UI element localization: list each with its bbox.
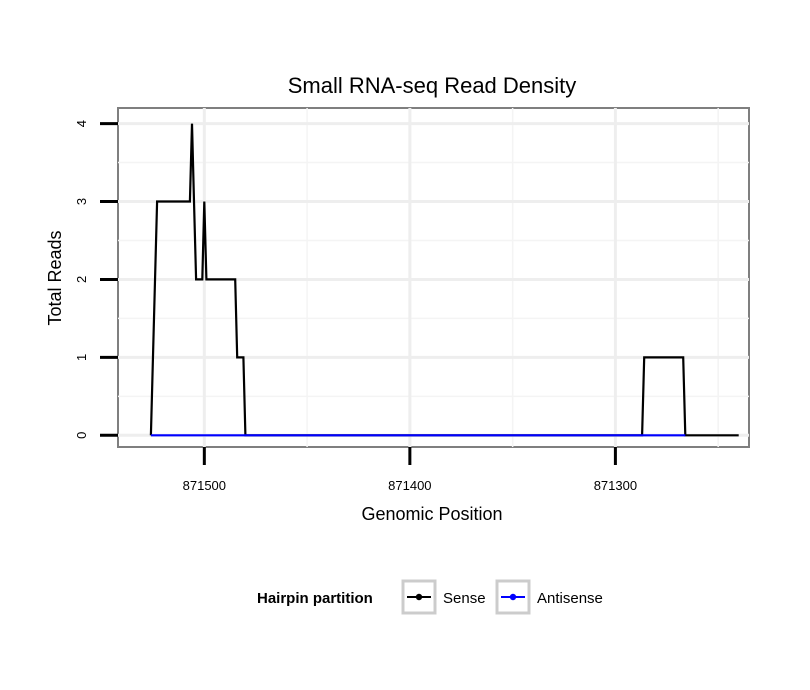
- x-tick-label: 871300: [594, 478, 637, 493]
- x-tick-label: 871400: [388, 478, 431, 493]
- y-tick-label: 1: [74, 354, 89, 361]
- x-tick-label: 871500: [183, 478, 226, 493]
- legend-point-antisense: [509, 593, 517, 601]
- x-axis-title: Genomic Position: [361, 504, 502, 524]
- legend-title: Hairpin partition: [257, 590, 373, 607]
- series-layer: [149, 123, 739, 437]
- legend-label-sense: Sense: [443, 590, 486, 607]
- y-axis-title: Total Reads: [45, 230, 65, 325]
- y-tick-label: 4: [74, 120, 89, 127]
- legend: Hairpin partition Sense Antisense: [257, 579, 603, 615]
- chart-title: Small RNA-seq Read Density: [288, 73, 577, 98]
- y-tick-label: 3: [74, 198, 89, 205]
- legend-label-antisense: Antisense: [537, 590, 603, 607]
- series-line-sense: [149, 123, 739, 437]
- axis-layer: 0 1 2 3 4 871500 871400 871300: [74, 120, 637, 493]
- y-tick-label: 0: [74, 432, 89, 439]
- y-tick-label: 2: [74, 276, 89, 283]
- legend-item-antisense: Antisense: [495, 579, 603, 615]
- legend-point-sense: [415, 593, 423, 601]
- legend-item-sense: Sense: [401, 579, 486, 615]
